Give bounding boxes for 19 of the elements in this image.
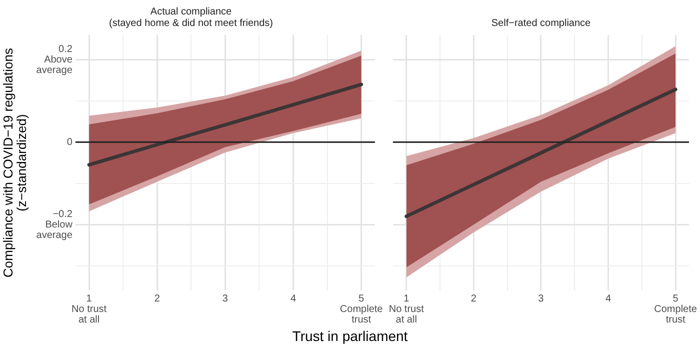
y-tick-label: −0.2 Below average	[36, 208, 74, 241]
text: Actual compliance	[150, 6, 232, 18]
chart-title: Self−rated compliance	[491, 18, 592, 29]
x-tick-label: 5 Complete trust	[340, 294, 384, 326]
text: (stayed home & did not meet friends)	[109, 18, 273, 29]
text: (z−standardized)	[14, 114, 30, 212]
x-tick-label: 3	[222, 294, 228, 304]
x-tick-label: 4	[605, 294, 612, 304]
x-tick-label: 2	[470, 294, 477, 304]
x-tick-label: 1 No trust at all	[72, 294, 107, 326]
x-tick-label: 1 No trust at all	[388, 294, 424, 326]
x-axis-title: Trust in parliament	[291, 328, 409, 344]
x-tick-label: 5 Complete trust	[654, 294, 698, 326]
y-tick-label: 0.2 Above average	[36, 44, 73, 76]
y-tick-label: 0	[66, 136, 73, 148]
x-tick-label: 2	[154, 294, 160, 304]
x-tick-label: 4	[290, 294, 296, 304]
x-tick-label: 3	[538, 294, 544, 304]
text: Compliance with COVID−19 regulations	[0, 48, 16, 278]
